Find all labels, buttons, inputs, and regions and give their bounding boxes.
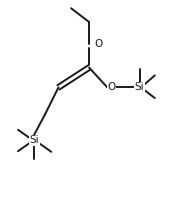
Text: Si: Si [135, 82, 144, 92]
Text: O: O [107, 82, 115, 92]
Text: Si: Si [29, 136, 39, 145]
Text: O: O [94, 39, 102, 49]
